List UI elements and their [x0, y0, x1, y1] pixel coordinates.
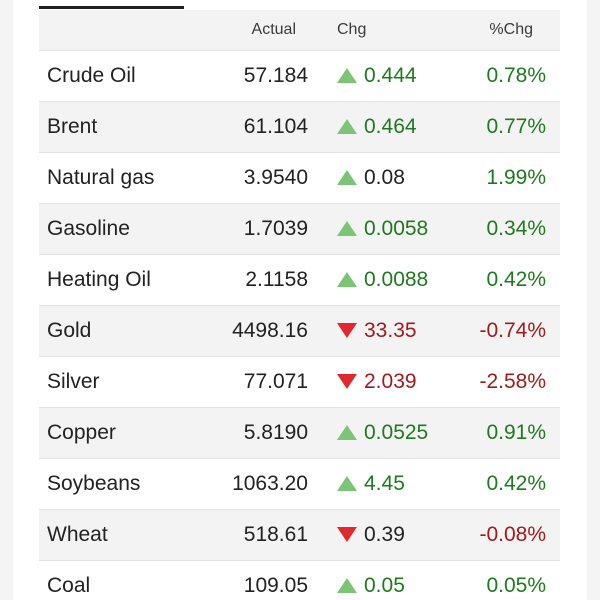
- commodity-change: 0.08: [337, 153, 405, 203]
- commodity-pct-change: 0.78%: [486, 64, 546, 87]
- header-chg: Chg: [337, 21, 367, 38]
- commodity-actual: 57.184: [243, 64, 308, 87]
- table-header: Actual Chg %Chg: [39, 10, 560, 51]
- triangle-down-icon: [337, 526, 357, 542]
- commodity-change: 0.0058: [337, 204, 428, 254]
- commodity-name: Heating Oil: [47, 268, 151, 291]
- change-value: 0.444: [364, 64, 417, 87]
- table-row[interactable]: Coal 109.05 0.05 0.05%: [39, 561, 560, 600]
- table-row[interactable]: Copper 5.8190 0.0525 0.91%: [39, 408, 560, 459]
- commodity-actual: 1.7039: [243, 217, 308, 240]
- commodity-name: Gasoline: [47, 217, 130, 240]
- change-value: 0.08: [364, 166, 405, 189]
- table-row[interactable]: Wheat 518.61 0.39 -0.08%: [39, 510, 560, 561]
- triangle-up-icon: [337, 271, 357, 287]
- commodity-actual: 4498.16: [232, 319, 308, 342]
- commodity-actual: 3.9540: [243, 166, 308, 189]
- commodity-actual: 77.071: [243, 370, 308, 393]
- commodities-panel: Actual Chg %Chg Crude Oil 57.184 0.444 0…: [13, 0, 587, 600]
- commodity-change: 0.464: [337, 102, 417, 152]
- commodity-actual: 61.104: [243, 115, 308, 138]
- commodity-change: 0.39: [337, 510, 405, 560]
- commodity-name: Natural gas: [47, 166, 155, 189]
- commodity-name: Silver: [47, 370, 100, 393]
- table-row[interactable]: Silver 77.071 2.039 -2.58%: [39, 357, 560, 408]
- change-value: 2.039: [364, 370, 417, 393]
- commodity-name: Gold: [47, 319, 92, 342]
- commodity-pct-change: 0.77%: [486, 115, 546, 138]
- header-actual: Actual: [251, 21, 296, 38]
- change-value: 0.464: [364, 115, 417, 138]
- commodity-name: Brent: [47, 115, 98, 138]
- triangle-up-icon: [337, 220, 357, 236]
- triangle-down-icon: [337, 373, 357, 389]
- commodity-change: 4.45: [337, 459, 405, 509]
- table-row[interactable]: Crude Oil 57.184 0.444 0.78%: [39, 51, 560, 102]
- commodity-actual: 109.05: [243, 574, 308, 597]
- table-row[interactable]: Soybeans 1063.20 4.45 0.42%: [39, 459, 560, 510]
- commodity-pct-change: 0.34%: [486, 217, 546, 240]
- commodity-pct-change: 0.05%: [486, 574, 546, 597]
- triangle-up-icon: [337, 169, 357, 185]
- change-value: 0.05: [364, 574, 405, 597]
- triangle-up-icon: [337, 577, 357, 593]
- change-value: 4.45: [364, 472, 405, 495]
- commodity-pct-change: -0.74%: [479, 319, 546, 342]
- commodity-actual: 5.8190: [243, 421, 308, 444]
- triangle-up-icon: [337, 475, 357, 491]
- change-value: 0.0088: [364, 268, 429, 291]
- commodity-change: 0.05: [337, 561, 405, 600]
- triangle-up-icon: [337, 424, 357, 440]
- table-row[interactable]: Natural gas 3.9540 0.08 1.99%: [39, 153, 560, 204]
- commodity-name: Soybeans: [47, 472, 141, 495]
- change-value: 33.35: [364, 319, 417, 342]
- commodity-actual: 2.1158: [245, 268, 308, 291]
- commodity-actual: 1063.20: [232, 472, 308, 495]
- table-row[interactable]: Gold 4498.16 33.35 -0.74%: [39, 306, 560, 357]
- active-tab-indicator: [39, 6, 184, 9]
- commodity-pct-change: 0.42%: [486, 268, 546, 291]
- table-row[interactable]: Brent 61.104 0.464 0.77%: [39, 102, 560, 153]
- commodity-pct-change: 0.42%: [486, 472, 546, 495]
- commodity-name: Crude Oil: [47, 64, 136, 87]
- triangle-up-icon: [337, 67, 357, 83]
- commodity-change: 0.444: [337, 51, 417, 101]
- change-value: 0.0058: [364, 217, 429, 240]
- commodity-name: Coal: [47, 574, 91, 597]
- commodity-change: 2.039: [337, 357, 417, 407]
- change-value: 0.0525: [364, 421, 429, 444]
- commodity-pct-change: -0.08%: [479, 523, 546, 546]
- table-body: Crude Oil 57.184 0.444 0.78% Brent 61.10…: [39, 51, 560, 600]
- commodities-table: Actual Chg %Chg Crude Oil 57.184 0.444 0…: [39, 10, 560, 600]
- commodity-change: 0.0088: [337, 255, 428, 305]
- header-pct-chg: %Chg: [489, 21, 533, 38]
- commodity-pct-change: -2.58%: [479, 370, 546, 393]
- commodity-pct-change: 0.91%: [486, 421, 546, 444]
- commodity-change: 0.0525: [337, 408, 428, 458]
- triangle-up-icon: [337, 118, 357, 134]
- commodity-change: 33.35: [337, 306, 417, 356]
- table-row[interactable]: Gasoline 1.7039 0.0058 0.34%: [39, 204, 560, 255]
- triangle-down-icon: [337, 322, 357, 338]
- commodity-name: Copper: [47, 421, 116, 444]
- commodity-name: Wheat: [47, 523, 108, 546]
- table-row[interactable]: Heating Oil 2.1158 0.0088 0.42%: [39, 255, 560, 306]
- change-value: 0.39: [364, 523, 405, 546]
- commodity-actual: 518.61: [243, 523, 308, 546]
- commodity-pct-change: 1.99%: [486, 166, 546, 189]
